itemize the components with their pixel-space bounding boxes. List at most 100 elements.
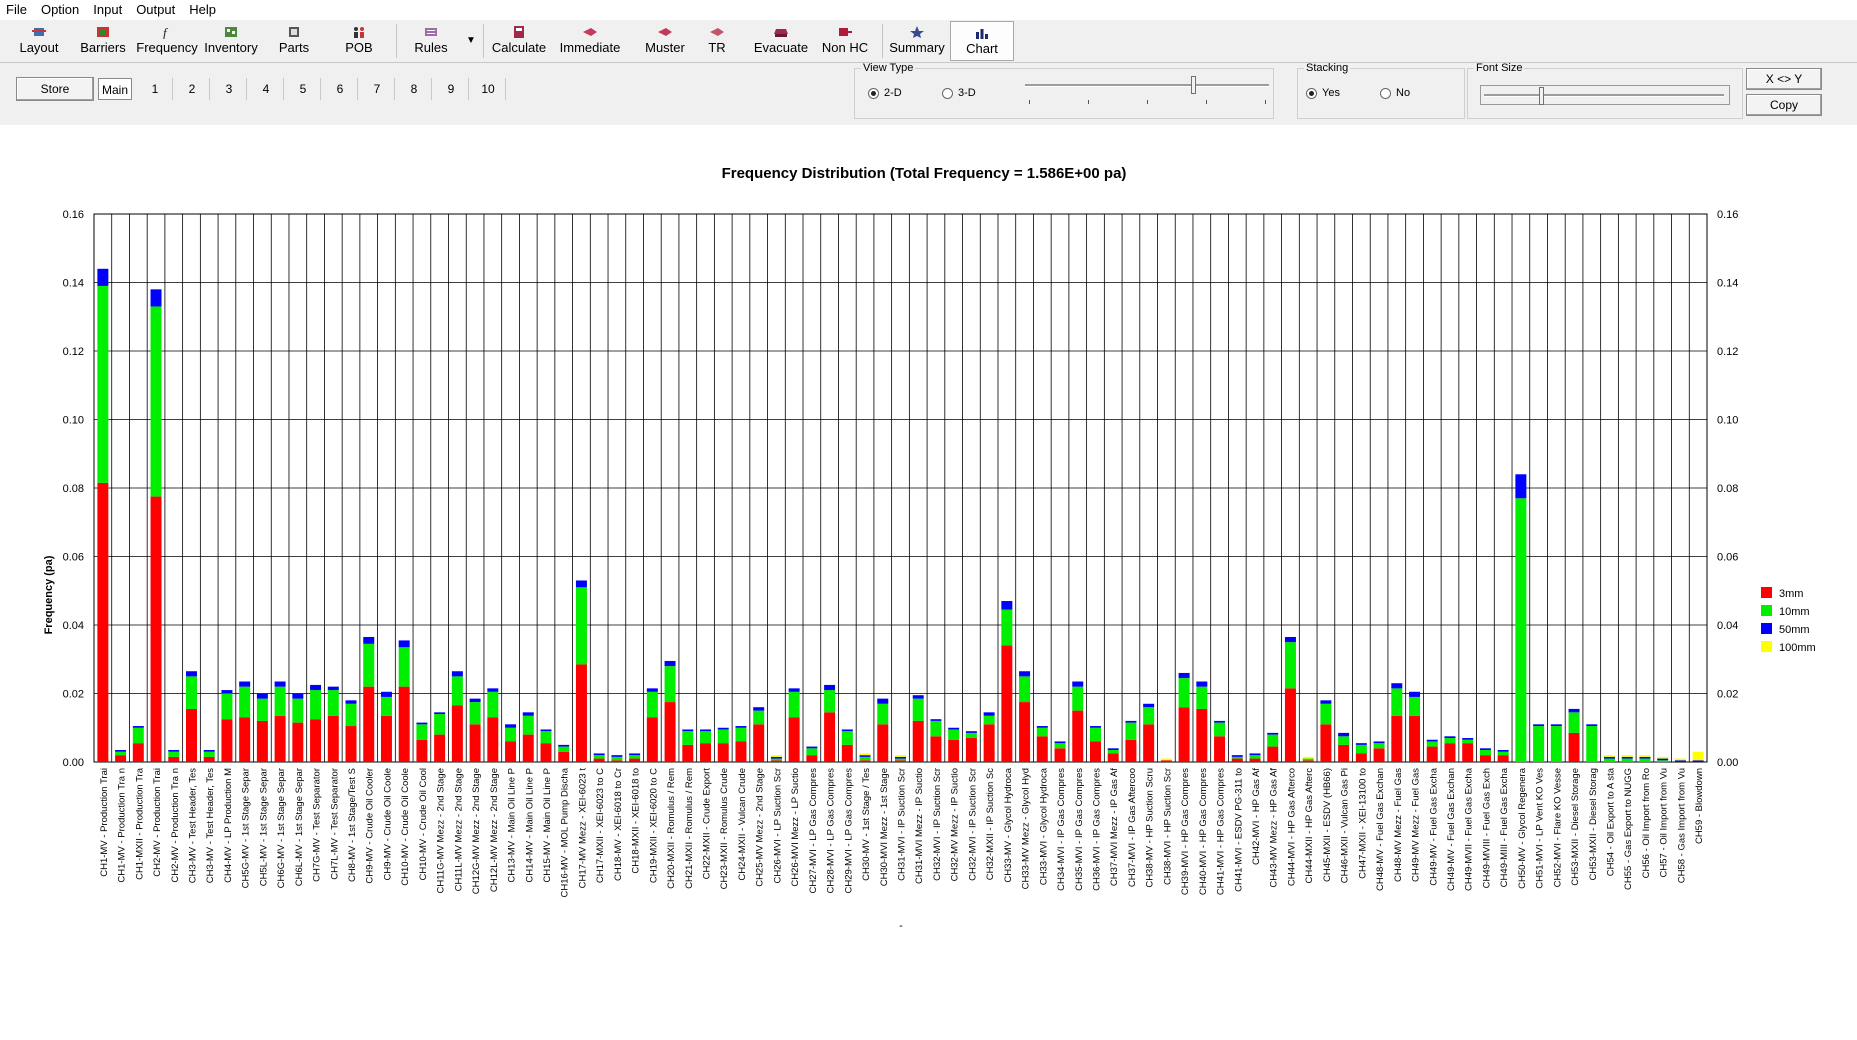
bar-segment-10mm bbox=[1391, 688, 1403, 716]
rules-dropdown-icon[interactable]: ▼ bbox=[466, 35, 476, 46]
inventory-icon bbox=[225, 27, 237, 37]
chart-icon bbox=[976, 29, 988, 39]
bar-segment-10mm bbox=[1639, 758, 1651, 762]
chart-button[interactable]: Chart bbox=[950, 21, 1014, 61]
y-tick-label-right: 0.08 bbox=[1717, 483, 1738, 495]
x-tick-label: CH32-MVI - IP Suction Scr bbox=[932, 768, 943, 881]
depth-slider-thumb[interactable] bbox=[1190, 76, 1196, 94]
bar-segment-3mm bbox=[1019, 702, 1031, 762]
bar-segment-50mm bbox=[1515, 474, 1527, 499]
rules-button[interactable]: Rules bbox=[398, 21, 464, 61]
menu-option[interactable]: Option bbox=[40, 2, 80, 17]
x-tick-label: CH3-MV - Test Header, Tes bbox=[205, 768, 216, 884]
bar-segment-10mm bbox=[168, 751, 180, 757]
bar-segment-10mm bbox=[1338, 736, 1350, 745]
bar-segment-10mm bbox=[1036, 727, 1048, 737]
bar-segment-10mm bbox=[1320, 703, 1332, 725]
swap-axes-button[interactable]: X <> Y bbox=[1746, 68, 1822, 90]
view-type-3d-radio[interactable]: 3-D bbox=[942, 87, 976, 99]
bar-segment-50mm bbox=[1019, 671, 1031, 677]
y-tick-label-right: 0.06 bbox=[1717, 552, 1738, 564]
menu-input[interactable]: Input bbox=[93, 2, 123, 17]
tab-5[interactable]: 5 bbox=[286, 78, 321, 100]
bar-segment-50mm bbox=[770, 756, 782, 759]
non-hc-button[interactable]: Non HC bbox=[812, 21, 878, 61]
tab-1[interactable]: 1 bbox=[138, 78, 173, 100]
bar-segment-3mm bbox=[1320, 724, 1332, 762]
immediate-button[interactable]: Immediate bbox=[554, 21, 626, 61]
bar-segment-100mm bbox=[1160, 758, 1172, 761]
stacking-no-radio[interactable]: No bbox=[1380, 87, 1410, 99]
bar-segment-10mm bbox=[1125, 722, 1137, 740]
bar-segment-50mm bbox=[1267, 732, 1279, 735]
slider-tick bbox=[1088, 100, 1089, 104]
tab-7[interactable]: 7 bbox=[360, 78, 395, 100]
muster-button[interactable]: Muster bbox=[630, 21, 700, 61]
x-tick-label: CH10-MV - Crude Oil Cool bbox=[418, 768, 429, 880]
copy-button[interactable]: Copy bbox=[1746, 94, 1822, 116]
bar-segment-50mm bbox=[735, 726, 747, 728]
bar-segment-3mm bbox=[611, 760, 623, 762]
tab-8[interactable]: 8 bbox=[397, 78, 432, 100]
x-tick-label: CH48-MV Mezz - Fuel Gas bbox=[1393, 768, 1404, 882]
x-tick-label: CH19-MXII - XEI-6020 to C bbox=[648, 768, 659, 883]
bar-segment-10mm bbox=[1249, 755, 1261, 759]
pob-button[interactable]: POB bbox=[326, 21, 392, 61]
bar-segment-10mm bbox=[1497, 751, 1509, 756]
frequency-distribution-chart: Frequency Distribution (Total Frequency … bbox=[43, 165, 1816, 932]
x-tick-label: CH30-MVI Mezz - 1st Stage bbox=[879, 768, 890, 886]
x-tick-label: CH2-MV - Production Tra n bbox=[170, 768, 181, 883]
tab-2[interactable]: 2 bbox=[175, 78, 210, 100]
tab-9[interactable]: 9 bbox=[434, 78, 469, 100]
bar-segment-50mm bbox=[1072, 681, 1084, 687]
bar-segment-50mm bbox=[682, 729, 694, 732]
font-size-slider-thumb[interactable] bbox=[1539, 87, 1545, 105]
frequency-button[interactable]: f Frequency bbox=[136, 25, 198, 55]
frequency-icon: f bbox=[163, 25, 169, 39]
x-tick-label: CH32-MXII - IP Suction Sc bbox=[985, 768, 996, 881]
menu-output[interactable]: Output bbox=[136, 2, 176, 17]
barriers-button[interactable]: Barriers bbox=[70, 21, 136, 61]
store-button[interactable]: Store bbox=[16, 77, 94, 101]
tab-3[interactable]: 3 bbox=[212, 78, 247, 100]
evacuate-button[interactable]: Evacuate bbox=[748, 21, 814, 61]
x-axis-label: - bbox=[899, 920, 903, 932]
bar-segment-3mm bbox=[1479, 755, 1491, 762]
bar-segment-10mm bbox=[1019, 676, 1031, 703]
x-tick-label: CH43-MV Mezz - HP Gas Af bbox=[1269, 768, 1280, 888]
tab-main[interactable]: Main bbox=[98, 78, 132, 100]
tab-4[interactable]: 4 bbox=[249, 78, 284, 100]
x-tick-label: CH52-MVI - Flare KO Vesse bbox=[1552, 768, 1563, 887]
bar-segment-100mm bbox=[1604, 755, 1616, 757]
x-tick-label: CH57 - Oil Import from Vu bbox=[1659, 768, 1670, 877]
inventory-button[interactable]: Inventory bbox=[198, 21, 264, 61]
x-tick-label: CH51-MVI - LP Vent KO Ves bbox=[1535, 768, 1546, 889]
menu-file[interactable]: File bbox=[6, 2, 27, 17]
layout-button[interactable]: Layout bbox=[6, 21, 72, 61]
y-tick-label-right: 0.02 bbox=[1717, 689, 1738, 701]
immediate-icon bbox=[583, 28, 597, 36]
bar-segment-50mm bbox=[1497, 750, 1509, 752]
summary-button[interactable]: Summary bbox=[884, 21, 950, 61]
bar-segment-10mm bbox=[646, 691, 658, 718]
bar-segment-50mm bbox=[1621, 756, 1633, 759]
bar-segment-50mm bbox=[469, 698, 481, 703]
non-hc-icon bbox=[839, 28, 852, 36]
bar-segment-3mm bbox=[150, 496, 162, 762]
calculate-button[interactable]: Calculate bbox=[486, 21, 552, 61]
x-tick-label: CH46-MXII - Vulcan Gas Pi bbox=[1340, 768, 1351, 883]
view-type-2d-radio[interactable]: 2-D bbox=[868, 87, 902, 99]
stacking-yes-radio[interactable]: Yes bbox=[1306, 87, 1340, 99]
parts-button[interactable]: Parts bbox=[262, 21, 326, 61]
x-tick-label: CH37-MVI - IP Gas Aftercoo bbox=[1127, 768, 1138, 887]
tr-button[interactable]: TR bbox=[702, 21, 732, 61]
tab-10[interactable]: 10 bbox=[471, 78, 506, 100]
parts-icon bbox=[289, 27, 299, 37]
bar-segment-10mm bbox=[912, 698, 924, 721]
x-tick-label: CH12L-MV Mezz - 2nd Stage bbox=[489, 768, 500, 892]
x-tick-label: CH11L-MV Mezz - 2nd Stage bbox=[453, 768, 464, 891]
tab-6[interactable]: 6 bbox=[323, 78, 358, 100]
menu-help[interactable]: Help bbox=[189, 2, 216, 17]
bar-segment-10mm bbox=[735, 727, 747, 742]
bar-segment-50mm bbox=[1178, 672, 1190, 679]
